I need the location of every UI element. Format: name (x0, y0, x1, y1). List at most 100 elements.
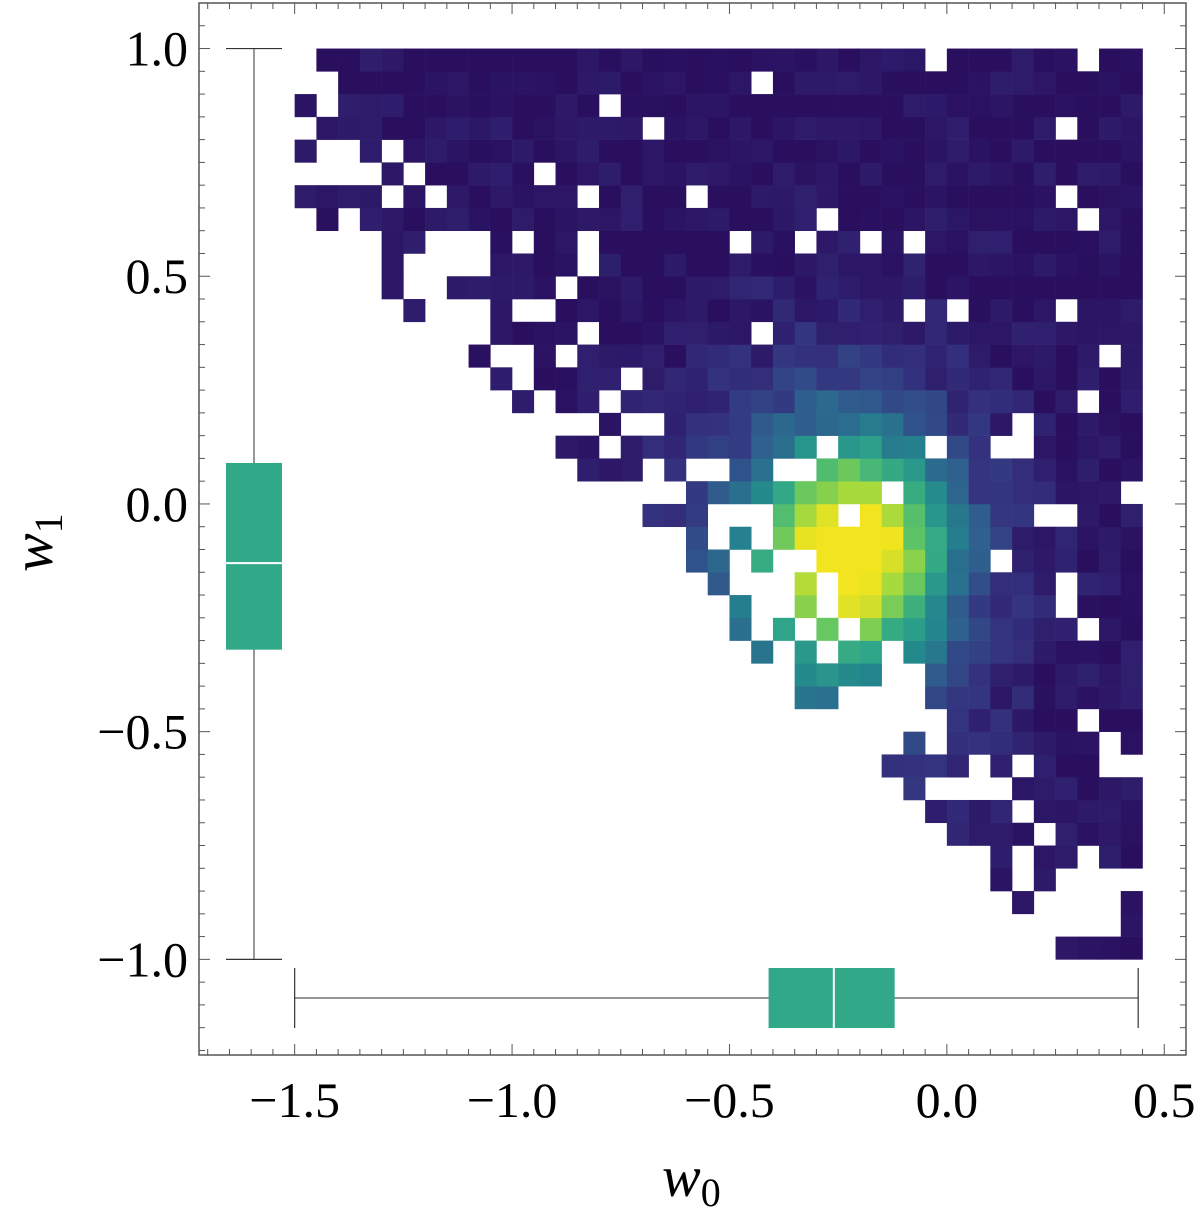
heatmap-cell (990, 526, 1013, 550)
heatmap-cell (381, 71, 404, 95)
heatmap-cell (968, 185, 991, 209)
heatmap-cell (1033, 207, 1056, 232)
heatmap-cell (620, 321, 643, 345)
heatmap-cell (1099, 799, 1122, 824)
heatmap-cell (925, 71, 948, 95)
heatmap-cell (512, 185, 535, 209)
heatmap-cell (1099, 595, 1122, 619)
heatmap-cell (751, 116, 774, 140)
heatmap-cell (1120, 367, 1143, 391)
heatmap-cell (968, 299, 991, 323)
heatmap-cell (968, 708, 991, 732)
heatmap-cell (512, 116, 535, 140)
heatmap-cell (990, 754, 1013, 778)
heatmap-cell (664, 458, 687, 482)
x-tick-label: 0.5 (1133, 1072, 1196, 1128)
heatmap-cell (946, 663, 969, 687)
heatmap-cell (685, 48, 709, 72)
heatmap-cell (1033, 162, 1056, 186)
heatmap-cell (1055, 253, 1078, 277)
heatmap-cell (751, 412, 774, 436)
heatmap-cell (1120, 549, 1143, 573)
heatmap-cell (946, 595, 969, 619)
heatmap-cell (1012, 116, 1035, 140)
heatmap-cell (859, 572, 882, 596)
heatmap-cell (729, 139, 752, 163)
heatmap-cell (838, 526, 861, 550)
heatmap-cell (946, 549, 969, 573)
heatmap-cell (1077, 344, 1100, 368)
heatmap-cell (925, 276, 948, 300)
heatmap-cell (859, 367, 882, 391)
heatmap-cell (338, 94, 361, 118)
heatmap-cell (707, 253, 730, 277)
heatmap-cell (1120, 230, 1143, 254)
heatmap-cell (881, 367, 904, 391)
heatmap-cell (990, 139, 1013, 163)
heatmap-cell (946, 481, 969, 505)
heatmap-cell (577, 458, 600, 482)
heatmap-cell (1055, 936, 1078, 960)
heatmap-cell (1012, 276, 1035, 300)
heatmap-cell (1012, 299, 1035, 323)
heatmap-cell (859, 344, 882, 368)
y-tick-label: −1.0 (97, 931, 188, 987)
heatmap-cell (381, 162, 404, 186)
heatmap-cell (838, 640, 861, 664)
heatmap-cell (359, 139, 382, 163)
heatmap-cell (620, 139, 643, 163)
heatmap-cell (925, 299, 948, 323)
heatmap-cell (838, 94, 861, 118)
heatmap-cell (1055, 139, 1078, 163)
heatmap-cell (338, 48, 361, 72)
heatmap-cell (772, 276, 795, 300)
heatmap-cell (512, 276, 535, 300)
heatmap-cell (838, 321, 861, 345)
heatmap-cell (685, 549, 709, 573)
heatmap-cell (881, 549, 904, 573)
heatmap-cell (446, 207, 469, 232)
heatmap-cell (990, 321, 1013, 345)
heatmap-cell (925, 617, 948, 641)
heatmap-cell (1099, 207, 1122, 232)
heatmap-cell (1033, 390, 1056, 414)
heatmap-cell (1055, 94, 1078, 118)
heatmap-cell (1033, 116, 1056, 140)
heatmap-cell (729, 94, 752, 118)
heatmap-cell (642, 367, 665, 391)
heatmap-cell (946, 708, 969, 732)
heatmap-cell (903, 344, 926, 368)
heatmap-cell (555, 207, 578, 232)
heatmap-cell (859, 94, 882, 118)
heatmap-cell (685, 321, 709, 345)
heatmap-cell (903, 526, 926, 550)
heatmap-cell (751, 640, 774, 664)
heatmap-cell (925, 526, 948, 550)
heatmap-cell (881, 207, 904, 232)
heatmap-cell (772, 207, 795, 232)
heatmap-cell (990, 185, 1013, 209)
heatmap-cell (838, 207, 861, 232)
heatmap-cell (642, 276, 665, 300)
heatmap-cell (816, 549, 839, 573)
heatmap-cell (881, 390, 904, 414)
heatmap-cell (1077, 458, 1100, 482)
heatmap-cell (1077, 595, 1100, 619)
heatmap-cell (946, 390, 969, 414)
heatmap-cell (794, 640, 817, 664)
heatmap-cell (772, 617, 795, 641)
heatmap-cell (1033, 572, 1056, 596)
heatmap-cell (881, 299, 904, 323)
heatmap-cell (729, 367, 752, 391)
heatmap-cell (990, 572, 1013, 596)
heatmap-cell (1120, 276, 1143, 300)
heatmap-cell (729, 185, 752, 209)
heatmap-cell (707, 71, 730, 95)
heatmap-cell (1055, 754, 1078, 778)
heatmap-cell (555, 162, 578, 186)
heatmap-cell (512, 48, 535, 72)
heatmap-cell (533, 344, 556, 368)
heatmap-cell (1120, 686, 1143, 710)
heatmap-cell (903, 572, 926, 596)
heatmap-cell (772, 503, 795, 528)
